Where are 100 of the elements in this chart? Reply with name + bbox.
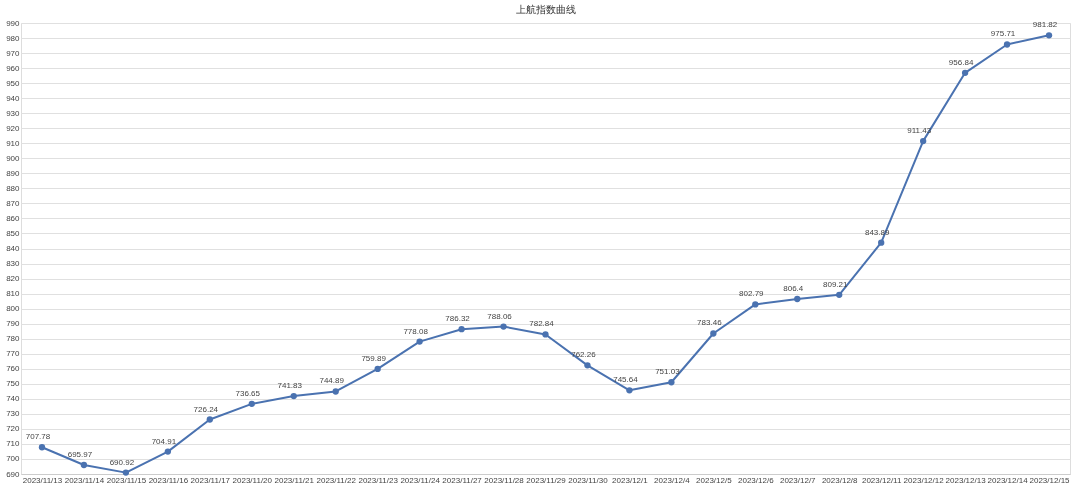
y-tick-label: 860 bbox=[6, 213, 21, 223]
y-tick-label: 940 bbox=[6, 93, 21, 103]
y-tick-label: 810 bbox=[6, 289, 21, 299]
y-tick-label: 900 bbox=[6, 153, 21, 163]
point bbox=[836, 291, 843, 298]
x-tick-label: 2023/12/14 bbox=[987, 475, 1029, 485]
x-tick-label: 2023/11/24 bbox=[400, 475, 441, 485]
data-label: 745.64 bbox=[613, 375, 639, 385]
y-tick-label: 930 bbox=[6, 108, 21, 118]
data-label: 695.97 bbox=[67, 450, 93, 460]
data-label: 744.89 bbox=[319, 376, 345, 386]
x-tick-label: 2023/11/22 bbox=[316, 475, 357, 485]
x-tick-label: 2023/11/14 bbox=[64, 475, 105, 485]
point bbox=[416, 338, 423, 345]
data-label: 704.91 bbox=[151, 436, 177, 446]
point bbox=[1045, 32, 1053, 39]
y-tick-label: 960 bbox=[6, 63, 21, 73]
x-tick-label: 2023/11/29 bbox=[526, 475, 567, 485]
y-tick-label: 830 bbox=[6, 259, 21, 269]
data-label: 956.84 bbox=[948, 57, 974, 67]
y-tick-label: 780 bbox=[6, 334, 21, 344]
data-label: 707.78 bbox=[25, 432, 51, 442]
y-tick-label: 800 bbox=[6, 304, 21, 314]
x-tick-label: 2023/11/17 bbox=[190, 475, 231, 485]
y-tick-label: 750 bbox=[6, 379, 21, 389]
y-tick-label: 720 bbox=[6, 424, 21, 434]
point bbox=[80, 461, 88, 469]
x-tick-label: 2023/12/11 bbox=[861, 475, 902, 485]
y-tick-label: 740 bbox=[6, 394, 21, 404]
x-tick-label: 2023/11/30 bbox=[568, 475, 609, 485]
x-tick-label: 2023/12/1 bbox=[612, 475, 649, 485]
y-tick-label: 820 bbox=[6, 274, 21, 284]
point bbox=[164, 448, 172, 455]
x-tick-label: 2023/12/12 bbox=[903, 475, 945, 485]
data-label: 751.03 bbox=[655, 367, 681, 377]
point bbox=[752, 301, 759, 308]
point bbox=[542, 331, 549, 338]
y-tick-label: 700 bbox=[6, 454, 21, 464]
x-tick-label: 2023/11/16 bbox=[148, 475, 189, 485]
data-label: 741.83 bbox=[277, 381, 303, 391]
x-tick-label: 2023/12/5 bbox=[696, 475, 733, 485]
y-tick-label: 760 bbox=[6, 364, 21, 374]
data-label: 806.4 bbox=[783, 284, 804, 294]
data-label: 726.24 bbox=[193, 404, 219, 414]
data-label: 778.08 bbox=[403, 326, 429, 336]
y-tick-label: 920 bbox=[6, 123, 21, 133]
data-label: 809.21 bbox=[822, 279, 849, 289]
x-tick-label: 2023/12/6 bbox=[738, 475, 775, 485]
point bbox=[961, 69, 969, 77]
point bbox=[878, 239, 885, 246]
x-tick-label: 2023/12/15 bbox=[1029, 475, 1071, 485]
point bbox=[206, 416, 213, 423]
x-tick-label: 2023/12/13 bbox=[945, 475, 987, 485]
x-tick-label: 2023/12/4 bbox=[654, 475, 691, 485]
point bbox=[374, 365, 381, 373]
point bbox=[1003, 41, 1011, 48]
y-tick-label: 890 bbox=[6, 168, 21, 178]
point bbox=[122, 469, 130, 476]
x-tick-label: 2023/11/13 bbox=[22, 475, 63, 485]
x-tick-label: 2023/11/23 bbox=[358, 475, 399, 485]
y-tick-label: 770 bbox=[6, 349, 21, 359]
y-tick-label: 690 bbox=[6, 469, 21, 479]
y-tick-label: 980 bbox=[6, 33, 21, 43]
point bbox=[626, 387, 633, 394]
data-label: 782.84 bbox=[529, 319, 555, 329]
data-label: 736.65 bbox=[235, 388, 261, 398]
y-tick-label: 990 bbox=[6, 18, 21, 28]
point bbox=[248, 400, 255, 408]
x-tick-label: 2023/11/20 bbox=[232, 475, 273, 485]
y-tick-label: 730 bbox=[6, 409, 21, 419]
y-tick-label: 880 bbox=[6, 183, 21, 193]
data-label: 783.46 bbox=[697, 318, 723, 328]
y-tick-label: 840 bbox=[6, 244, 21, 253]
data-label: 802.79 bbox=[739, 289, 765, 299]
y-tick-label: 870 bbox=[6, 198, 21, 208]
data-label: 788.06 bbox=[487, 311, 513, 321]
y-tick-label: 850 bbox=[6, 228, 21, 238]
point bbox=[500, 323, 507, 330]
point bbox=[668, 379, 675, 386]
data-label: 786.32 bbox=[445, 314, 471, 324]
x-tick-label: 2023/11/28 bbox=[484, 475, 525, 485]
y-tick-label: 970 bbox=[6, 48, 21, 58]
x-tick-label: 2023/11/27 bbox=[442, 475, 483, 485]
point bbox=[710, 330, 717, 337]
y-tick-label: 950 bbox=[6, 78, 21, 88]
point bbox=[290, 392, 297, 400]
point bbox=[919, 137, 927, 145]
point bbox=[38, 444, 46, 451]
chart-title: 上航指数曲线 bbox=[515, 4, 576, 15]
point bbox=[332, 388, 339, 395]
y-tick-label: 710 bbox=[6, 439, 21, 449]
x-tick-label: 2023/11/15 bbox=[106, 475, 147, 485]
data-label: 759.89 bbox=[361, 353, 387, 363]
point bbox=[458, 326, 465, 333]
y-tick-label: 790 bbox=[6, 319, 21, 329]
data-label: 981.82 bbox=[1032, 20, 1058, 30]
data-label: 975.71 bbox=[990, 29, 1016, 39]
x-tick-label: 2023/12/7 bbox=[779, 475, 817, 485]
point bbox=[584, 362, 591, 369]
point bbox=[794, 295, 801, 303]
